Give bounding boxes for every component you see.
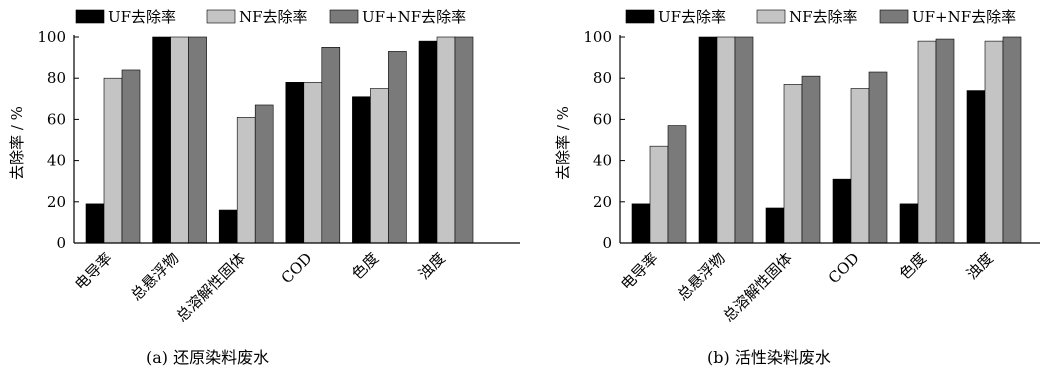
bar (966, 90, 986, 244)
caption-a: (a) 还原染料废水 (146, 348, 270, 367)
x-tick-label: 总溶解性固体 (719, 249, 795, 325)
bar (418, 40, 438, 244)
y-tick-label: 20 (47, 193, 66, 211)
legend-label: NF去除率 (239, 8, 308, 26)
y-tick-label: 80 (47, 69, 66, 87)
bar (321, 46, 341, 244)
bar (765, 207, 785, 244)
x-tick-label: 电导率 (71, 249, 116, 294)
bar (868, 71, 888, 244)
x-tick-label: 总悬浮物 (127, 249, 182, 304)
bar (832, 178, 852, 244)
bar (388, 51, 407, 244)
bar (436, 36, 456, 244)
bar (152, 36, 171, 244)
x-tick-label: 浊度 (415, 249, 449, 283)
y-tick-label: 40 (593, 152, 612, 170)
bar (631, 203, 651, 244)
bar (935, 38, 955, 244)
y-tick-label: 0 (602, 234, 612, 252)
y-tick-label: 40 (47, 152, 66, 170)
y-tick-label: 60 (593, 110, 612, 128)
bar (352, 96, 371, 244)
x-tick-label: 总悬浮物 (674, 249, 729, 304)
legend-swatch (756, 9, 786, 24)
bar (850, 88, 870, 244)
bar (899, 203, 919, 244)
x-tick-label: 浊度 (963, 249, 997, 283)
caption-b: (b) 活性染料废水 (707, 348, 831, 367)
y-tick-label: 20 (593, 193, 612, 211)
y-tick-label: 100 (37, 28, 66, 46)
bar (716, 36, 736, 244)
bar (188, 36, 207, 244)
legend-swatch (206, 9, 236, 24)
legend-label: NF去除率 (789, 8, 858, 26)
bar (454, 36, 474, 244)
y-axis-label: 去除率 / % (554, 106, 572, 180)
legend-label: UF去除率 (658, 8, 726, 26)
bar (303, 82, 323, 244)
y-tick-label: 80 (593, 69, 612, 87)
legend-swatch (625, 9, 655, 24)
bar (254, 104, 274, 244)
bar (121, 69, 141, 244)
legend-label: UF+NF去除率 (912, 8, 1016, 26)
bar (984, 40, 1004, 244)
x-tick-label: 电导率 (617, 249, 662, 294)
y-tick-label: 100 (583, 28, 612, 46)
bar (370, 88, 389, 244)
bar (1002, 36, 1022, 244)
bar (103, 77, 123, 244)
y-tick-label: 0 (56, 234, 66, 252)
y-axis-label: 去除率 / % (8, 106, 26, 180)
x-tick-label: 色度 (896, 249, 930, 283)
bar (85, 203, 105, 244)
legend-label: UF+NF去除率 (362, 8, 466, 26)
bar (698, 36, 718, 244)
x-tick-label: 总溶解性固体 (173, 249, 249, 325)
bar (170, 36, 189, 244)
x-tick-label: COD (825, 249, 863, 287)
bar (783, 84, 803, 244)
x-tick-label: 色度 (348, 249, 382, 283)
bar (218, 209, 238, 244)
legend-swatch (329, 9, 359, 24)
bar (667, 125, 687, 244)
bar (917, 40, 937, 244)
bar (734, 36, 754, 244)
y-tick-label: 60 (47, 110, 66, 128)
bar (236, 117, 256, 244)
bar (801, 75, 821, 244)
x-tick-label: COD (278, 249, 316, 287)
bar (649, 145, 669, 244)
legend-swatch (75, 9, 105, 24)
legend-swatch (879, 9, 909, 24)
bar (285, 82, 305, 244)
legend-label: UF去除率 (108, 8, 176, 26)
